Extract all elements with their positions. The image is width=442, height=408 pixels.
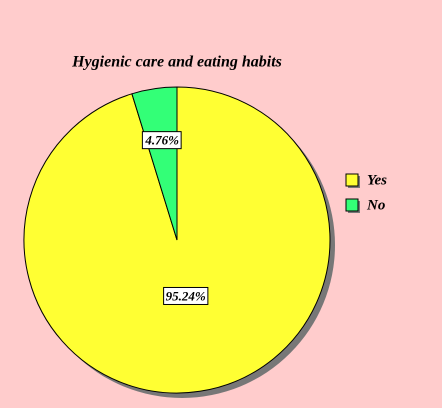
value-label-box (141, 131, 182, 150)
legend-swatch (345, 173, 359, 187)
value-label-box (163, 286, 209, 305)
chart-title: Hygienic care and eating habits (71, 54, 282, 71)
legend-label: No (366, 197, 385, 213)
value-label: 4.76% (144, 133, 179, 148)
pie-slice (131, 86, 178, 241)
legend-swatch (345, 198, 359, 212)
value-label: 95.24% (166, 288, 206, 303)
legend-label: Yes (367, 172, 387, 188)
